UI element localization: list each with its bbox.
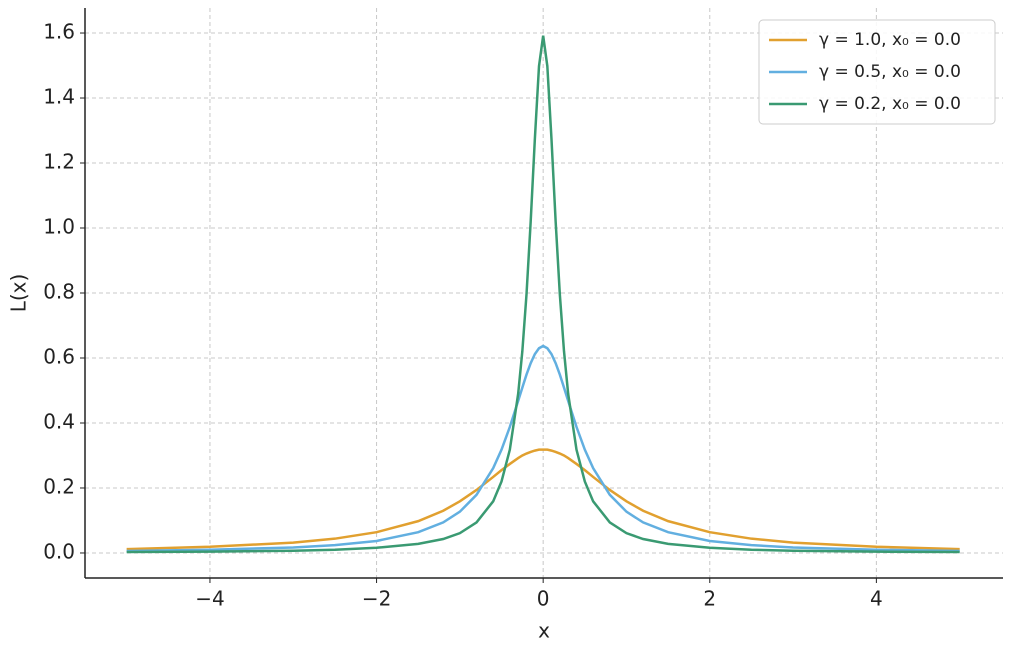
legend-label: γ = 0.5, x₀ = 0.0: [819, 62, 961, 82]
y-tick-label: 0.2: [43, 474, 75, 498]
x-tick-label: 0: [537, 587, 550, 611]
series-line: [126, 35, 960, 554]
legend: γ = 1.0, x₀ = 0.0 γ = 0.5, x₀ = 0.0 γ = 0.…: [758, 19, 996, 125]
y-tick-label: 0.6: [43, 344, 75, 368]
series-line: [126, 344, 960, 553]
y-tick-label: 1.2: [43, 150, 75, 174]
legend-box: [758, 19, 996, 125]
x-tick-label: 4: [870, 587, 883, 611]
series-line: [126, 448, 960, 551]
y-tick-label: 0.0: [43, 539, 75, 563]
legend-label: γ = 1.0, x₀ = 0.0: [819, 30, 961, 50]
y-tick-label: 0.4: [43, 409, 75, 433]
x-axis-label: x: [538, 619, 550, 643]
y-tick-label: 1.6: [43, 20, 75, 44]
y-tick-label: 1.0: [43, 215, 75, 239]
x-tick-label: −4: [195, 587, 224, 611]
y-axis-label: L(x): [7, 274, 31, 313]
legend-label: γ = 0.2, x₀ = 0.0: [819, 94, 961, 114]
x-tick-label: −2: [362, 587, 391, 611]
x-tick-label: 2: [703, 587, 716, 611]
y-tick-label: 0.8: [43, 280, 75, 304]
y-tick-label: 1.4: [43, 85, 75, 109]
